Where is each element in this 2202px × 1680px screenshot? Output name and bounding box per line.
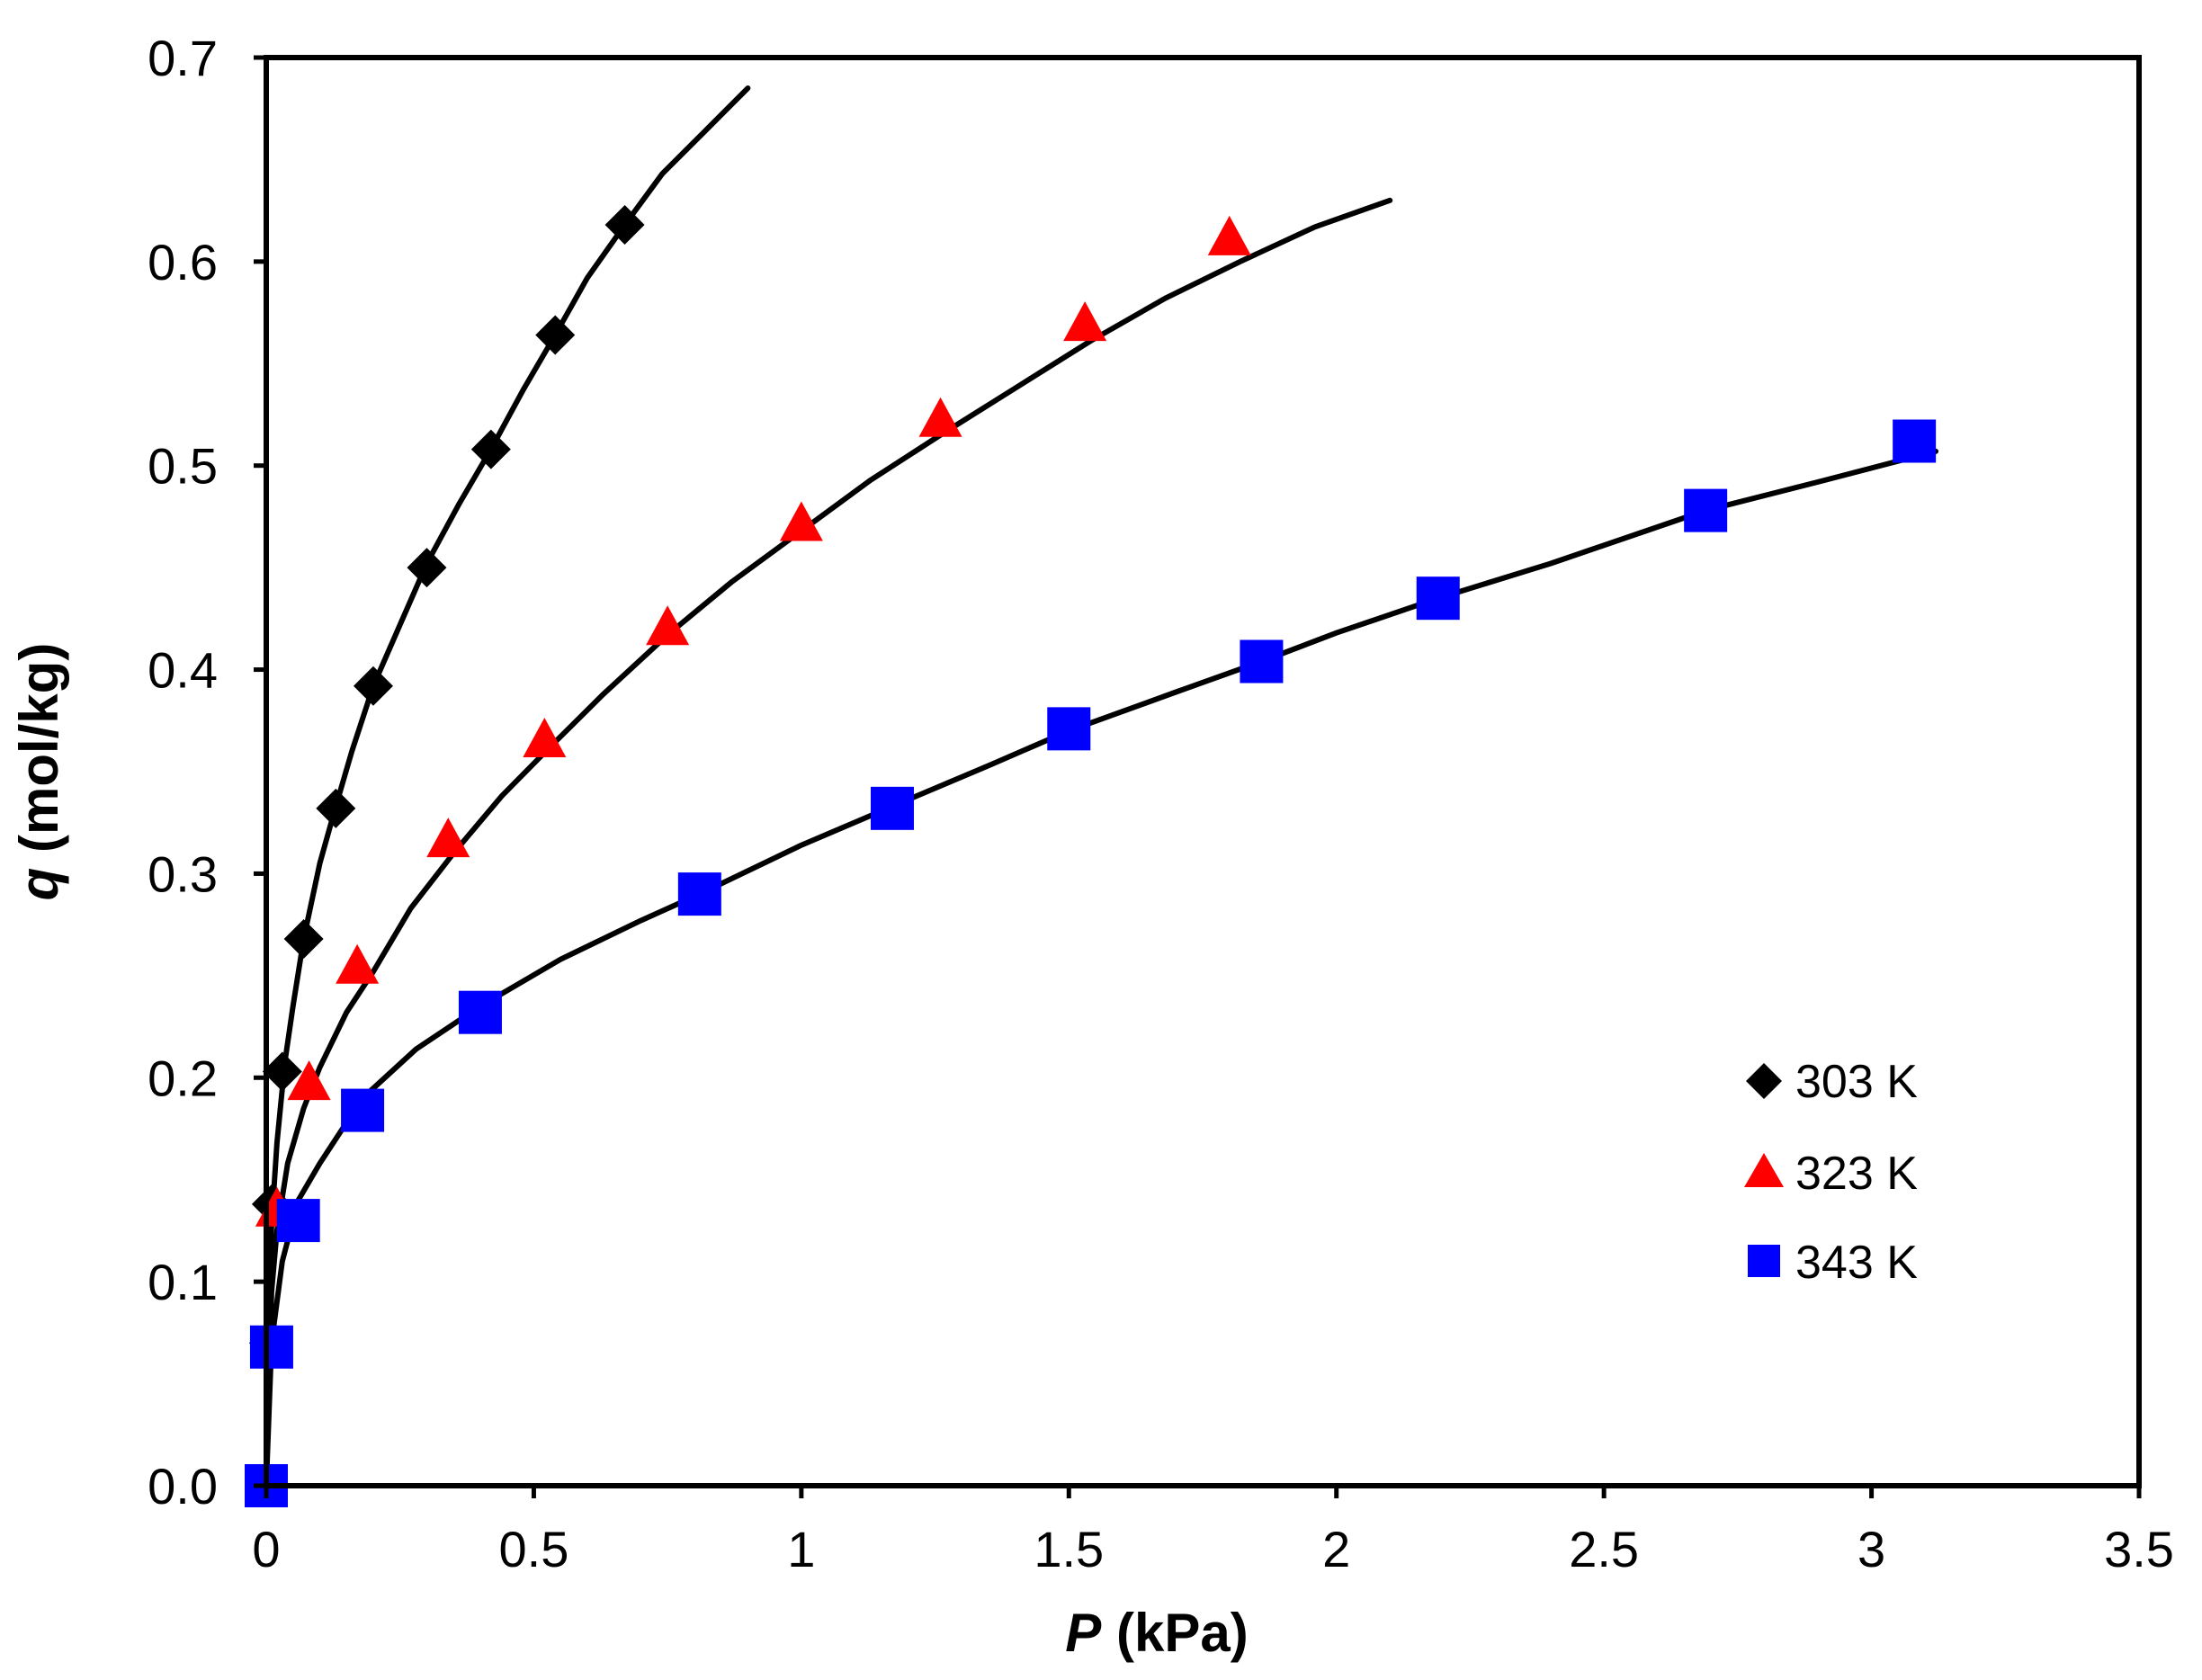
data-point-343k (870, 786, 914, 830)
y-axis-title: q (mol/kg) (9, 643, 69, 901)
legend-label-303k: 303 K (1795, 1056, 1918, 1108)
data-point-323k (287, 1060, 331, 1101)
y-tick-label: 0.2 (148, 1050, 218, 1106)
x-tick-label: 3.5 (2104, 1521, 2174, 1577)
data-point-303k (283, 919, 324, 960)
x-tick-label: 2 (1322, 1521, 1350, 1577)
y-tick-label: 0.0 (148, 1458, 218, 1515)
plot-area-frame (264, 55, 2142, 1488)
data-point-343k (1047, 707, 1091, 751)
data-point-323k (779, 501, 823, 541)
data-point-303k (316, 788, 356, 828)
axis-ticks: 0 0.5 1 1.5 2 2.5 3 3.5 0.0 0.1 0.2 0.3 0.4 0.5 0.6 0.7 (148, 30, 2174, 1577)
fit-curve-303k (264, 85, 751, 1488)
data-point-343k (1416, 576, 1460, 621)
legend-marker-303k (1746, 1063, 1782, 1099)
y-tick-label: 0.5 (148, 438, 218, 495)
data-point-303k (353, 666, 393, 706)
data-point-303k (470, 429, 511, 469)
data-point-343k (341, 1088, 385, 1132)
x-axis-var: P (1065, 1603, 1102, 1663)
data-point-323k (1207, 215, 1251, 255)
data-point-303k (262, 1051, 302, 1092)
data-point-303k (604, 205, 645, 246)
y-tick-label: 0.1 (148, 1254, 218, 1310)
legend-marker-323k (1744, 1153, 1784, 1187)
data-point-343k (677, 872, 721, 916)
y-tick-label: 0.4 (148, 642, 218, 699)
x-tick-label: 0.5 (498, 1521, 568, 1577)
data-point-343k (276, 1199, 320, 1243)
data-point-323k (523, 717, 567, 757)
fit-curve-343k (264, 448, 1938, 1488)
x-axis-title: P (kPa) (1065, 1603, 1248, 1663)
legend-label-323k: 323 K (1795, 1148, 1918, 1200)
data-point-343k (1893, 419, 1937, 463)
x-tick-label: 1.5 (1034, 1521, 1104, 1577)
data-point-343k (1684, 488, 1728, 532)
y-axis-var: q (9, 868, 69, 901)
x-tick-label: 2.5 (1569, 1521, 1639, 1577)
data-point-303k (407, 548, 447, 588)
data-point-303k (535, 315, 576, 355)
fit-curve-323k (264, 197, 1393, 1488)
data-point-323k (426, 818, 470, 858)
data-point-343k (1240, 639, 1284, 684)
data-markers (245, 205, 1937, 1507)
y-axis-unit: (mol/kg) (9, 643, 69, 868)
data-point-323k (336, 943, 380, 984)
data-point-343k (249, 1325, 293, 1369)
y-tick-label: 0.7 (148, 30, 218, 86)
legend-label-343k: 343 K (1795, 1237, 1918, 1289)
y-tick-label: 0.6 (148, 234, 218, 290)
data-point-323k (1063, 301, 1107, 342)
y-tick-label: 0.3 (148, 845, 218, 902)
x-tick-label: 3 (1857, 1521, 1885, 1577)
legend-marker-343k (1748, 1245, 1780, 1277)
x-tick-label: 0 (252, 1521, 280, 1577)
x-tick-label: 1 (787, 1521, 815, 1577)
x-axis-unit: (kPa) (1101, 1603, 1248, 1663)
fit-curves (264, 85, 1938, 1488)
data-point-323k (646, 605, 690, 646)
data-point-343k (458, 990, 502, 1034)
legend: 303 K 323 K 343 K (1744, 1056, 1918, 1289)
data-point-323k (918, 397, 962, 437)
